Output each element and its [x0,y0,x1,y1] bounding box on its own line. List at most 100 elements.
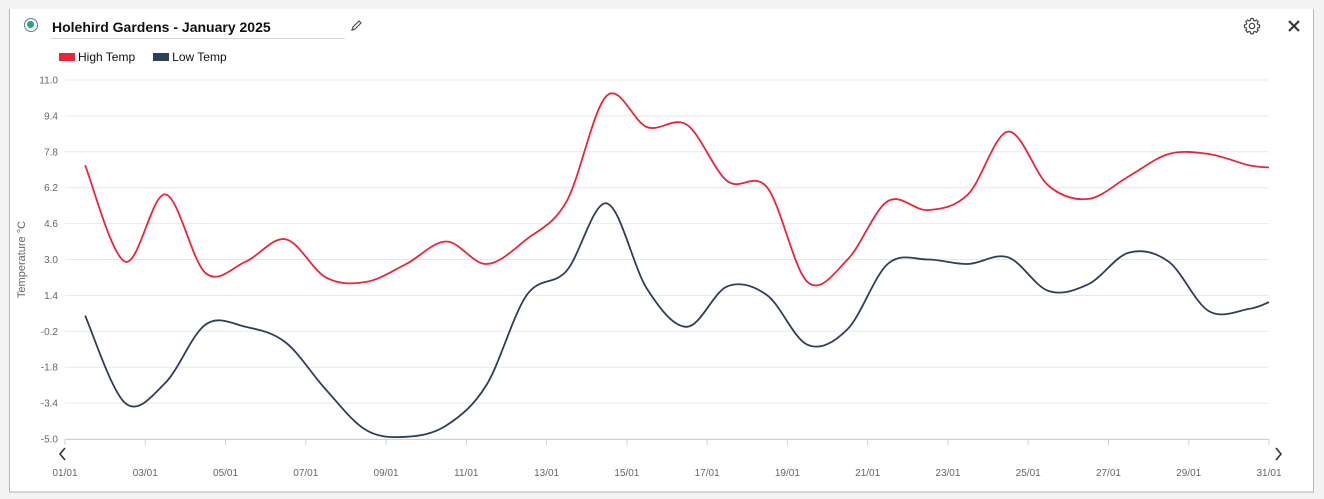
data-point-high-temp[interactable] [1042,179,1054,191]
x-tick-label: 13/01 [534,468,559,479]
data-point-high-temp[interactable] [480,258,492,270]
data-point-high-temp[interactable] [159,188,171,200]
data-point-high-temp[interactable] [801,276,813,288]
data-point-high-temp[interactable] [962,188,974,200]
legend-item-high-temp[interactable]: High Temp [59,50,135,64]
data-point-low-temp[interactable] [721,280,733,292]
x-tick-label: 05/01 [213,468,238,479]
x-tick-label: 01/01 [52,468,77,479]
data-point-high-temp[interactable] [601,90,613,102]
y-tick-label: 1.4 [44,291,58,302]
legend-swatch-high-temp [59,53,75,61]
data-point-low-temp[interactable] [199,319,211,331]
y-axis-title: Temperature °C [16,221,28,298]
data-point-low-temp[interactable] [922,254,934,266]
data-point-low-temp[interactable] [240,321,252,333]
data-point-high-temp[interactable] [320,271,332,283]
data-point-low-temp[interactable] [1243,303,1255,315]
data-point-high-temp[interactable] [1263,162,1275,174]
data-point-low-temp[interactable] [882,258,894,270]
data-point-high-temp[interactable] [882,195,894,207]
data-point-low-temp[interactable] [1163,256,1175,268]
x-tick-label: 31/01 [1256,468,1281,479]
data-point-low-temp[interactable] [1082,278,1094,290]
data-point-high-temp[interactable] [1203,148,1215,160]
data-point-high-temp[interactable] [521,233,533,245]
data-point-low-temp[interactable] [681,321,693,333]
data-point-low-temp[interactable] [601,197,613,209]
data-point-low-temp[interactable] [962,258,974,270]
x-tick-label: 21/01 [855,468,880,479]
data-point-high-temp[interactable] [681,119,693,131]
series-line-low-temp [84,202,1270,439]
y-tick-label: -1.8 [41,363,59,374]
data-point-high-temp[interactable] [1082,193,1094,205]
x-tick-label: 29/01 [1176,468,1201,479]
y-tick-label: 4.6 [44,219,58,230]
data-point-high-temp[interactable] [199,267,211,279]
data-point-low-temp[interactable] [1123,247,1135,259]
data-point-high-temp[interactable] [280,233,292,245]
y-tick-label: 9.4 [44,111,58,122]
x-tick-label: 11/01 [454,468,479,479]
data-point-high-temp[interactable] [1163,148,1175,160]
data-point-low-temp[interactable] [1002,251,1014,263]
data-point-high-temp[interactable] [842,254,854,266]
data-point-low-temp[interactable] [842,323,854,335]
data-point-high-temp[interactable] [922,204,934,216]
data-point-low-temp[interactable] [641,283,653,295]
chart-legend: High Temp Low Temp [59,50,227,64]
data-point-low-temp[interactable] [480,379,492,391]
data-point-high-temp[interactable] [641,121,653,133]
data-point-high-temp[interactable] [1002,126,1014,138]
data-point-high-temp[interactable] [440,236,452,248]
data-point-high-temp[interactable] [721,175,733,187]
data-point-high-temp[interactable] [79,159,91,171]
legend-label-low-temp: Low Temp [172,50,227,64]
gear-icon[interactable] [1243,17,1261,35]
data-point-high-temp[interactable] [561,195,573,207]
data-point-low-temp[interactable] [801,339,813,351]
status-radio-icon[interactable] [24,18,38,32]
data-point-low-temp[interactable] [440,420,452,432]
data-point-low-temp[interactable] [1203,305,1215,317]
close-icon[interactable] [1286,18,1302,34]
chart-title-input[interactable] [50,15,345,39]
chevron-right-icon[interactable] [1275,447,1283,461]
legend-item-low-temp[interactable]: Low Temp [153,50,227,64]
y-tick-label: 7.8 [44,147,58,158]
data-point-low-temp[interactable] [1042,285,1054,297]
data-point-high-temp[interactable] [761,182,773,194]
pencil-icon[interactable] [349,19,363,33]
x-tick-label: 25/01 [1016,468,1041,479]
data-point-high-temp[interactable] [119,256,131,268]
data-point-high-temp[interactable] [400,258,412,270]
chevron-left-icon[interactable] [58,447,66,461]
y-tick-label: 11.0 [39,76,58,87]
legend-swatch-low-temp [153,53,170,61]
data-point-low-temp[interactable] [320,384,332,396]
data-point-low-temp[interactable] [761,289,773,301]
x-tick-label: 17/01 [695,468,720,479]
data-point-high-temp[interactable] [1243,159,1255,171]
data-point-low-temp[interactable] [79,310,91,322]
x-tick-label: 19/01 [775,468,800,479]
data-point-high-temp[interactable] [240,256,252,268]
x-tick-label: 09/01 [374,468,399,479]
y-tick-label: -0.2 [41,327,59,338]
data-point-low-temp[interactable] [1263,296,1275,308]
y-tick-label: 6.2 [44,183,58,194]
data-point-high-temp[interactable] [360,276,372,288]
data-point-low-temp[interactable] [360,424,372,436]
data-point-low-temp[interactable] [159,377,171,389]
data-point-high-temp[interactable] [1123,170,1135,182]
data-point-low-temp[interactable] [280,337,292,349]
data-point-low-temp[interactable] [119,397,131,409]
data-point-low-temp[interactable] [561,265,573,277]
x-tick-label: 03/01 [133,468,158,479]
x-tick-label: 15/01 [614,468,639,479]
x-tick-label: 23/01 [935,468,960,479]
x-tick-label: 27/01 [1096,468,1121,479]
data-point-low-temp[interactable] [521,289,533,301]
data-point-low-temp[interactable] [400,431,412,443]
